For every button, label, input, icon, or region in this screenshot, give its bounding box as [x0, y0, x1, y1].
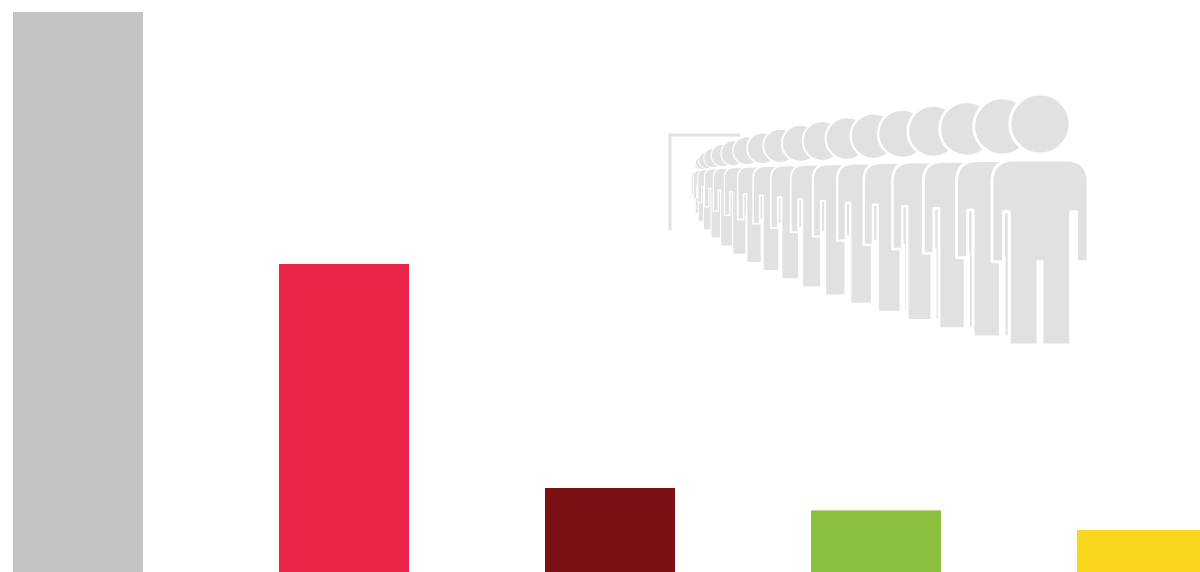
person-figure: [990, 92, 1090, 347]
bar-5: [1077, 530, 1200, 572]
people-queue-icon: [668, 92, 1090, 347]
bracket-line: [668, 133, 740, 230]
bar-2: [279, 264, 409, 572]
bar-4: [811, 510, 941, 572]
bar-1: [13, 12, 143, 572]
bar-3: [545, 488, 675, 572]
people-group: [668, 92, 1090, 347]
bars-group: [13, 12, 1200, 572]
